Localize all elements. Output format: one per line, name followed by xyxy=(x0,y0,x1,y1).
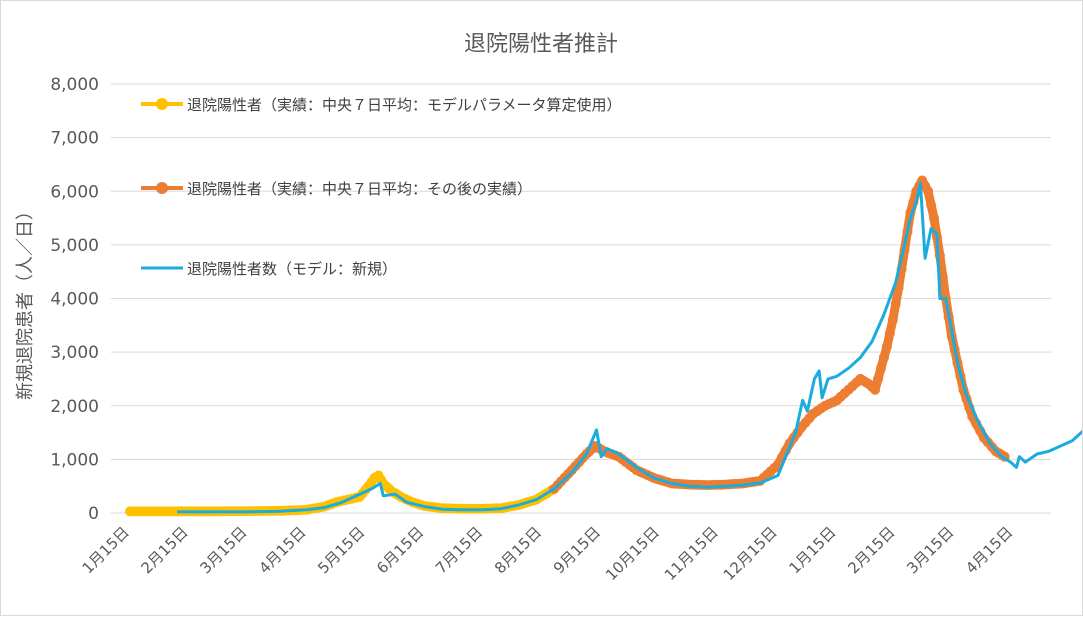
grid-layer xyxy=(111,83,1051,514)
y-tick-label: 7,000 xyxy=(50,129,99,149)
x-tick-label: 5月15日 xyxy=(314,523,368,577)
x-tick-label: 10月15日 xyxy=(602,523,663,584)
y-tick-label: 4,000 xyxy=(50,290,99,310)
x-tick-label: 8月15日 xyxy=(491,523,545,577)
series-line xyxy=(549,176,1010,494)
data-point xyxy=(876,363,886,374)
x-tick-label: 11月15日 xyxy=(661,523,722,584)
legend-marker xyxy=(156,182,168,194)
legend-entry-1: 退院陽性者（実績：中央７日平均：モデルパラメータ算定使用） xyxy=(141,96,622,114)
x-tick-label: 9月15日 xyxy=(550,523,604,577)
data-point xyxy=(890,298,901,309)
x-tick-label: 1月15日 xyxy=(79,523,133,577)
legend: 退院陽性者（実績：中央７日平均：モデルパラメータ算定使用） 退院陽性者（実績：中央… xyxy=(141,96,622,278)
series-layer xyxy=(125,175,1083,517)
x-tick-label: 3月15日 xyxy=(196,523,250,577)
x-tick-labels: 1月15日 2月15日 3月15日 4月15日 5月15日 6月15日 7月15日 8月15日… xyxy=(79,523,1017,584)
data-point xyxy=(873,373,883,384)
data-point xyxy=(870,384,881,395)
series-3 xyxy=(177,181,1083,514)
x-tick-label: 12月15日 xyxy=(720,523,781,584)
x-tick-label: 7月15日 xyxy=(432,523,486,577)
data-point xyxy=(929,213,939,224)
x-tick-label: 2月15日 xyxy=(844,523,898,577)
x-tick-label: 1月15日 xyxy=(785,523,839,577)
x-tick-label: 4月15日 xyxy=(255,523,309,577)
y-tick-label: 8,000 xyxy=(50,75,99,95)
y-tick-label: 5,000 xyxy=(50,236,99,256)
legend-marker xyxy=(156,98,168,110)
x-tick-label: 3月15日 xyxy=(903,523,957,577)
data-point xyxy=(881,341,892,352)
x-tick-label: 2月15日 xyxy=(138,523,192,577)
y-tick-label: 0 xyxy=(88,504,99,524)
x-tick-label: 6月15日 xyxy=(373,523,427,577)
y-tick-label: 1,000 xyxy=(50,450,99,470)
y-tick-label: 6,000 xyxy=(50,182,99,202)
data-point xyxy=(878,352,889,363)
y-tick-label: 2,000 xyxy=(50,397,99,417)
legend-label: 退院陽性者数（モデル：新規） xyxy=(187,260,397,278)
y-axis-label: 新規退院患者（人／日） xyxy=(15,202,36,400)
y-tick-labels: 0 1,000 2,000 3,000 4,000 5,000 6,000 7,000 8,00… xyxy=(50,75,99,524)
chart-title: 退院陽性者推計 xyxy=(464,32,618,57)
data-point xyxy=(923,186,934,197)
series-2 xyxy=(549,175,1010,494)
series-line xyxy=(177,181,1083,514)
data-point xyxy=(887,314,898,325)
data-point xyxy=(884,328,895,339)
y-tick-label: 3,000 xyxy=(50,343,99,363)
data-point xyxy=(926,199,936,210)
legend-entry-2: 退院陽性者（実績：中央７日平均：その後の実績） xyxy=(141,180,532,198)
legend-label: 退院陽性者（実績：中央７日平均：その後の実績） xyxy=(187,180,532,198)
x-tick-label: 4月15日 xyxy=(962,523,1016,577)
legend-entry-3: 退院陽性者数（モデル：新規） xyxy=(141,260,397,278)
legend-label: 退院陽性者（実績：中央７日平均：モデルパラメータ算定使用） xyxy=(187,96,622,114)
